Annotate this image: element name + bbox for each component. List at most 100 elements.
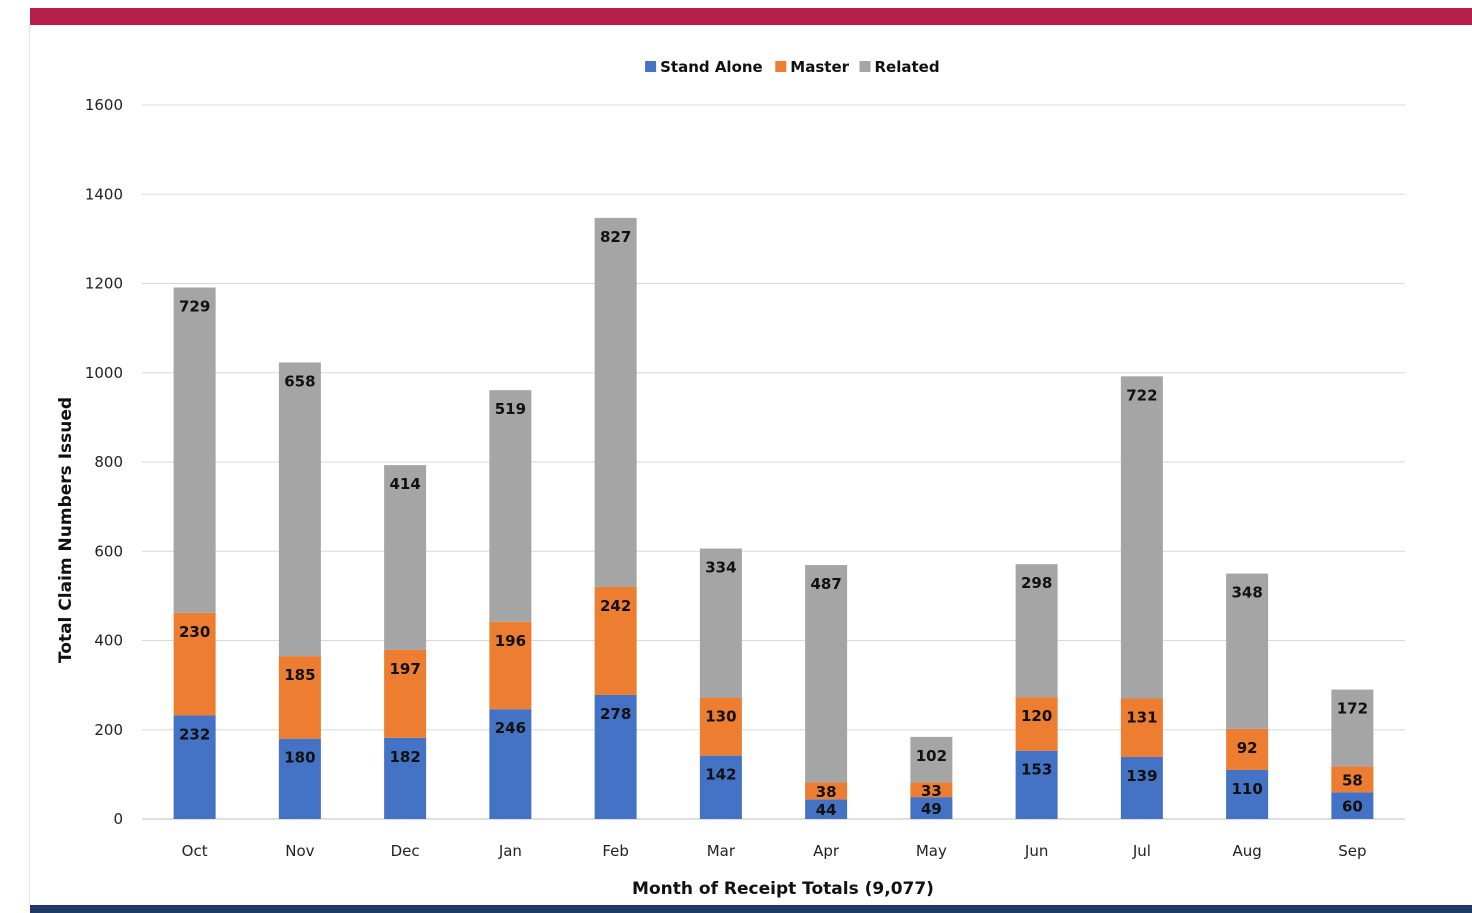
data-label: 49 [921,800,942,818]
legend-label: Related [875,58,940,76]
y-tick-label: 1400 [85,185,123,203]
bar-master [594,586,637,695]
data-label: 60 [1342,798,1363,816]
bar-related [1015,564,1058,698]
y-tick-label: 0 [113,810,123,828]
data-label: 334 [705,559,736,577]
bar-master [1120,698,1163,757]
y-tick-label: 1200 [85,275,123,293]
bar-stand-alone [173,715,216,819]
data-label: 92 [1237,739,1258,757]
data-label: 246 [495,719,526,737]
bottom-accent-bar [30,905,1472,913]
data-label: 487 [810,575,841,593]
data-label: 58 [1342,771,1363,789]
y-tick-label: 600 [94,542,123,560]
data-label: 180 [284,749,315,767]
data-label: 348 [1231,584,1262,602]
data-label: 298 [1021,574,1052,592]
legend-label: Stand Alone [660,58,763,76]
bar-master [699,697,742,756]
data-label: 729 [179,298,210,316]
left-border-line [29,25,30,905]
data-label: 196 [495,632,526,650]
x-axis-ticks: Oct Nov Dec Jan Feb Mar Apr May Jun Jul Aug Sep [182,842,1367,860]
x-tick-label: Jul [1132,842,1151,860]
bar-related [594,217,637,587]
x-tick-label: Oct [182,842,208,860]
bar-related [173,287,216,613]
bar-master [1331,766,1374,793]
data-label: 131 [1126,709,1157,727]
y-tick-label: 800 [94,453,123,471]
data-label: 658 [284,372,315,390]
y-axis-ticks: 0 200 400 600 800 1000 1200 1400 1600 [85,96,123,828]
bar-master [384,649,427,738]
legend-swatch [775,61,787,72]
x-tick-label: Aug [1232,842,1261,860]
data-label: 414 [389,475,420,493]
data-label: 139 [1126,767,1157,785]
bars [173,217,1374,819]
data-label: 230 [179,623,210,641]
x-tick-label: Nov [285,842,314,860]
legend-swatch [645,61,657,72]
y-tick-label: 400 [94,632,123,650]
bar-stand-alone [594,694,637,819]
bar-master [1226,728,1269,770]
bar-master [805,782,848,800]
data-label: 44 [816,801,837,819]
x-tick-label: May [916,842,947,860]
data-label: 197 [389,660,420,678]
bar-stand-alone [1226,769,1269,819]
data-label: 142 [705,766,736,784]
bar-master [278,656,321,739]
y-axis-title: Total Claim Numbers Issued [56,397,76,663]
y-tick-label: 1600 [85,96,123,114]
bar-stand-alone [384,737,427,819]
bar-related [910,736,953,783]
y-tick-label: 1000 [85,364,123,382]
bar-related [278,362,321,657]
data-label: 232 [179,725,210,743]
x-axis-title: Month of Receipt Totals (9,077) [632,879,934,899]
bar-stand-alone [805,799,848,819]
bar-related [384,465,427,650]
top-accent-bar [30,8,1472,25]
data-label: 153 [1021,761,1052,779]
bar-master [910,782,953,798]
data-label: 38 [816,783,837,801]
bar-related [1331,689,1374,767]
bar-stand-alone [1120,756,1163,819]
gridlines [142,104,1405,820]
bar-stand-alone [1331,792,1374,819]
data-label: 130 [705,708,736,726]
data-label: 102 [916,747,947,765]
y-tick-label: 200 [94,721,123,739]
x-tick-label: Dec [391,842,420,860]
data-label: 242 [600,597,631,615]
bar-master [1015,697,1058,751]
data-label: 110 [1231,780,1262,798]
data-label: 519 [495,400,526,418]
bar-stand-alone [699,755,742,819]
bar-master [489,621,532,710]
data-label: 722 [1126,386,1157,404]
bar-stand-alone [1015,750,1058,819]
data-label: 185 [284,666,315,684]
data-label: 172 [1337,700,1368,718]
legend: Stand Alone Master Related [645,58,940,76]
data-labels: 232 230 729 180 185 658 182 197 414 246 196 519 278 2… [179,228,1368,819]
x-tick-label: Sep [1338,842,1366,860]
data-label: 827 [600,228,631,246]
bar-related [805,565,848,783]
bar-master [173,612,216,716]
bar-stand-alone [489,709,532,819]
bar-related [489,390,532,622]
bar-related [1120,376,1163,699]
x-tick-label: Feb [602,842,629,860]
x-tick-label: Jan [498,842,522,860]
data-label: 33 [921,782,942,800]
legend-label: Master [790,58,849,76]
